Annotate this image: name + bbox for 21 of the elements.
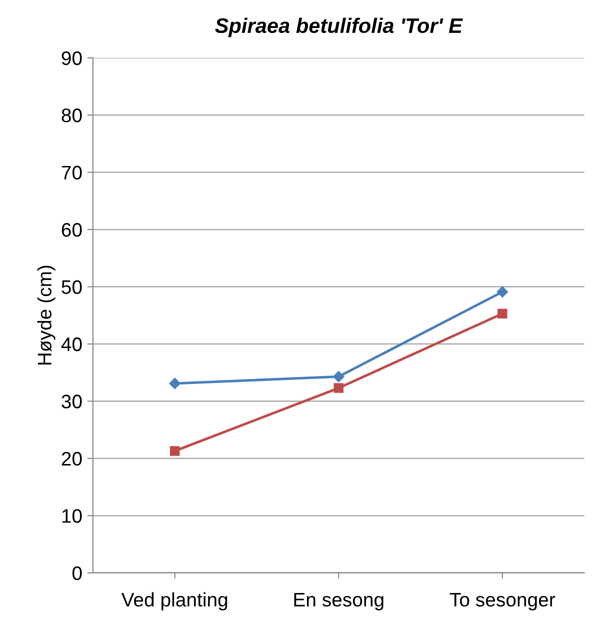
- y-tick-label: 20: [62, 452, 82, 466]
- y-tick-label: 50: [62, 280, 82, 294]
- y-tick-label: 60: [62, 222, 82, 237]
- chart-title: Spiraea betulifolia 'Tor' E: [215, 18, 463, 38]
- x-tick-label: To sesonger: [450, 593, 556, 610]
- x-tick-label: Ved planting: [121, 592, 228, 610]
- y-tick-label: 70: [62, 166, 82, 180]
- y-tick-label: 30: [62, 394, 82, 408]
- y-tick-label: 80: [62, 108, 82, 122]
- point: [496, 286, 508, 298]
- y-tick-label: 0: [72, 566, 82, 580]
- y-tick-label: 10: [62, 509, 82, 523]
- point: [333, 370, 344, 382]
- point: [498, 308, 508, 318]
- point: [169, 378, 180, 390]
- x-tick-label: En sesong: [294, 593, 384, 610]
- y-axis-title: Høyde (cm): [37, 266, 56, 365]
- point: [334, 383, 344, 393]
- y-tick-label: 90: [62, 51, 82, 66]
- point: [170, 446, 180, 456]
- y-tick-label: 40: [61, 337, 82, 352]
